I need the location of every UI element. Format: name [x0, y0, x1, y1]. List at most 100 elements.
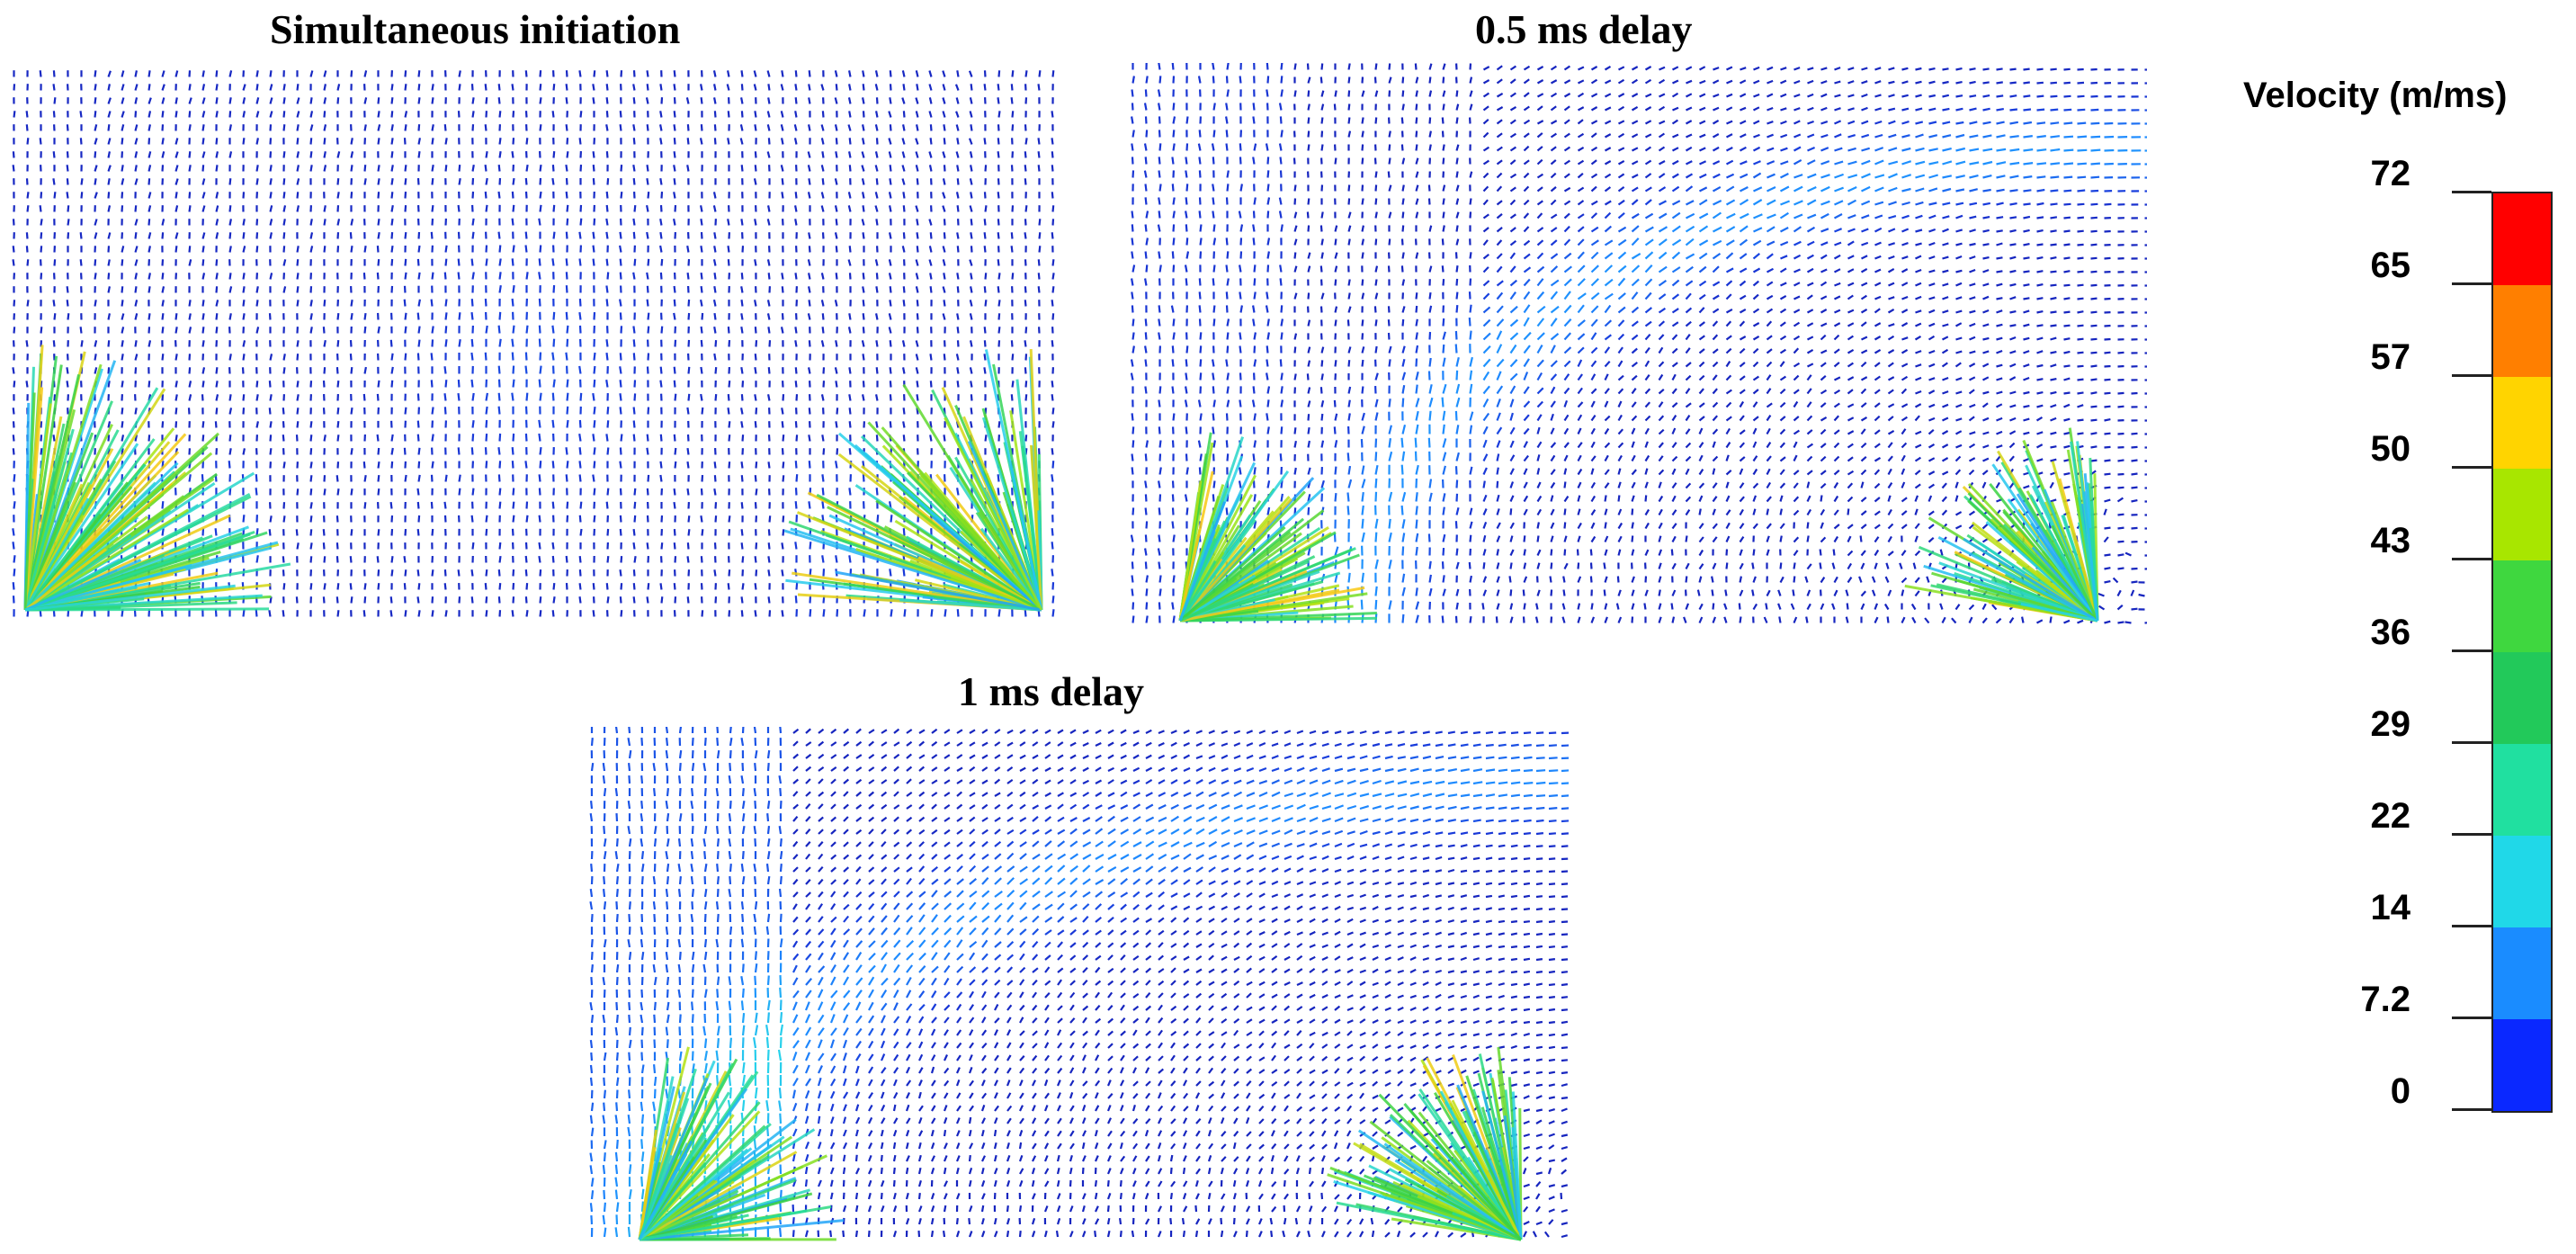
velocity-vector — [322, 529, 326, 536]
velocity-vector — [1631, 160, 1639, 166]
velocity-vector — [1955, 81, 1963, 85]
velocity-vector — [431, 596, 434, 604]
velocity-vector — [687, 529, 691, 536]
velocity-vector — [984, 273, 988, 280]
velocity-vector — [309, 111, 314, 118]
velocity-vector — [403, 138, 407, 145]
velocity-vector — [242, 408, 246, 415]
velocity-vector — [1374, 117, 1378, 124]
velocity-vector — [1915, 214, 1923, 219]
velocity-vector — [700, 219, 703, 226]
velocity-vector — [1131, 143, 1134, 151]
velocity-vector — [766, 313, 771, 320]
velocity-vector — [1158, 170, 1161, 178]
velocity-vector — [984, 165, 988, 172]
velocity-vector — [403, 299, 407, 307]
velocity-vector — [39, 70, 42, 77]
velocity-vector — [1861, 80, 1868, 85]
velocity-vector — [1051, 232, 1054, 239]
velocity-vector — [1699, 93, 1706, 98]
velocity-vector — [1644, 212, 1654, 219]
velocity-vector — [1969, 309, 1976, 314]
velocity-vector — [282, 354, 286, 361]
velocity-vector — [1577, 172, 1584, 179]
velocity-vector — [309, 232, 314, 239]
velocity-vector — [134, 313, 139, 320]
velocity-vector — [2009, 202, 2017, 206]
velocity-vector — [1888, 160, 1899, 166]
velocity-vector — [1631, 291, 1639, 300]
velocity-vector — [13, 300, 16, 307]
velocity-vector — [201, 474, 204, 482]
velocity-vector — [1874, 147, 1884, 152]
velocity-vector — [861, 165, 865, 172]
velocity-vector — [524, 569, 528, 577]
velocity-vector — [538, 542, 541, 550]
velocity-vector — [1577, 238, 1585, 246]
velocity-vector — [983, 354, 987, 361]
velocity-vector — [497, 406, 501, 415]
velocity-vector — [1482, 253, 1489, 260]
velocity-vector — [1482, 292, 1490, 300]
velocity-vector — [1051, 569, 1054, 577]
velocity-vector — [1442, 103, 1445, 111]
velocity-vector — [970, 192, 973, 199]
velocity-vector — [1618, 120, 1625, 125]
velocity-vector — [2023, 148, 2034, 152]
velocity-vector — [1158, 103, 1161, 111]
velocity-vector — [538, 272, 541, 280]
velocity-vector — [1942, 121, 1951, 125]
velocity-vector — [1469, 171, 1473, 178]
velocity-vector — [1767, 93, 1774, 98]
velocity-vector — [498, 138, 502, 145]
velocity-vector — [2050, 243, 2057, 246]
velocity-vector — [969, 178, 973, 185]
velocity-vector — [875, 97, 879, 104]
velocity-vector — [1820, 133, 1829, 139]
velocity-vector — [619, 272, 622, 280]
velocity-vector — [1523, 78, 1530, 85]
velocity-vector — [1806, 254, 1814, 260]
velocity-vector — [741, 556, 745, 563]
velocity-vector — [282, 246, 286, 253]
velocity-vector — [1982, 67, 1990, 71]
velocity-vector — [431, 124, 434, 131]
velocity-vector — [1631, 278, 1640, 287]
velocity-vector — [632, 97, 636, 104]
velocity-vector — [148, 286, 151, 293]
velocity-vector — [699, 138, 703, 145]
velocity-vector — [1563, 200, 1571, 206]
velocity-vector — [1996, 161, 2007, 166]
velocity-vector — [1740, 133, 1747, 139]
velocity-vector — [835, 84, 838, 91]
velocity-vector — [1834, 147, 1843, 152]
velocity-vector — [915, 273, 919, 280]
velocity-vector — [350, 488, 353, 496]
velocity-vector — [2050, 162, 2061, 166]
velocity-vector — [1712, 252, 1722, 260]
velocity-vector — [363, 502, 367, 509]
velocity-vector — [1644, 186, 1652, 193]
velocity-vector — [1874, 295, 1882, 300]
velocity-vector — [619, 380, 622, 388]
velocity-vector — [1793, 185, 1803, 193]
velocity-vector — [1051, 474, 1054, 482]
velocity-vector — [282, 502, 286, 509]
velocity-vector — [1955, 133, 1965, 139]
velocity-vector — [713, 232, 717, 239]
velocity-vector — [1293, 225, 1298, 232]
velocity-vector — [1740, 120, 1747, 125]
velocity-vector — [1307, 252, 1311, 259]
velocity-vector — [605, 231, 609, 239]
velocity-vector — [1361, 252, 1364, 259]
velocity-vector — [148, 327, 151, 334]
velocity-vector — [2050, 108, 2059, 112]
velocity-vector — [983, 138, 987, 145]
velocity-vector — [551, 555, 555, 563]
velocity-vector — [1051, 488, 1054, 496]
velocity-vector — [134, 178, 139, 185]
velocity-vector — [1725, 159, 1734, 166]
velocity-vector — [820, 192, 825, 199]
velocity-vector — [646, 272, 649, 280]
velocity-vector — [1158, 305, 1161, 313]
